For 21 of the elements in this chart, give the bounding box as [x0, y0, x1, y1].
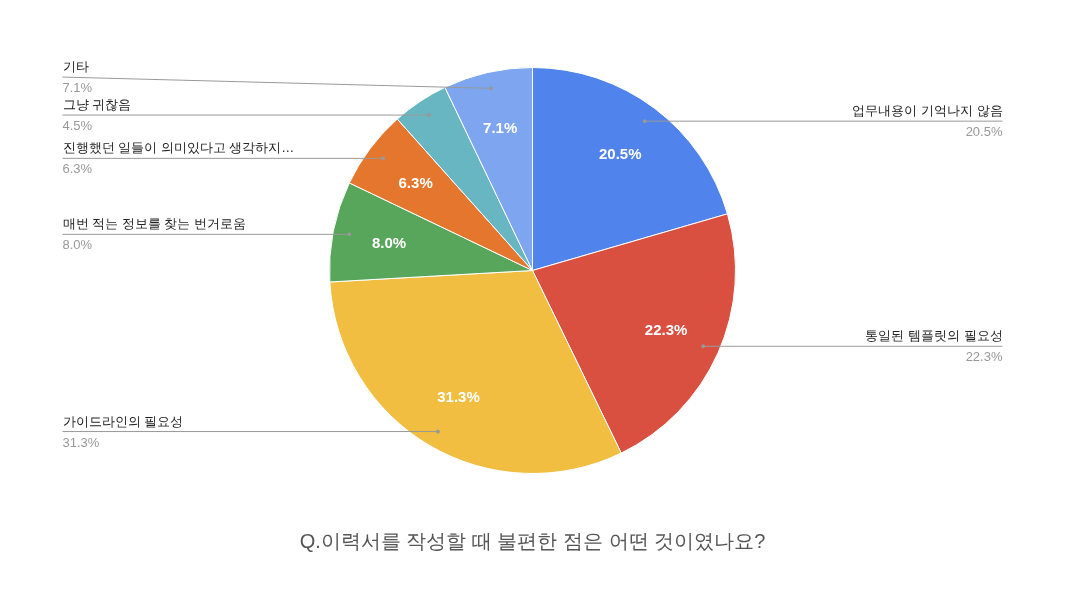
- slice-label: 가이드라인의 필요성: [62, 413, 184, 429]
- text: 8.0%: [62, 237, 93, 253]
- slice-label: 그냥 귀찮음: [62, 97, 132, 113]
- text: 22.3%: [965, 349, 1003, 365]
- data-label: 6.3%: [398, 174, 433, 192]
- data-label: 8.0%: [372, 233, 407, 251]
- slice-label: 진행했던 일들이 의미있다고 생각하지…: [62, 140, 295, 156]
- slice-label: 매번 적는 정보를 찾는 번거로움: [62, 216, 246, 232]
- slice-label: 업무내용이 기억나지 않음: [852, 103, 1003, 119]
- data-label: 20.5%: [598, 145, 642, 163]
- data-label: 7.1%: [483, 119, 518, 137]
- text: 7.1%: [62, 80, 93, 96]
- text: 31.3%: [62, 434, 100, 450]
- data-label: 4.5%: [62, 118, 93, 134]
- text: 6.3%: [62, 161, 93, 177]
- slice-label: 기타: [62, 59, 89, 75]
- data-label: 22.3%: [644, 321, 688, 339]
- text: Q.이력서를 작성할 때 불편한 점은 어떤 것이였나요?: [299, 529, 766, 552]
- data-label: 31.3%: [437, 388, 480, 406]
- text: 20.5%: [965, 124, 1003, 140]
- slice-label: 통일된 템플릿의 필요성: [865, 328, 1003, 344]
